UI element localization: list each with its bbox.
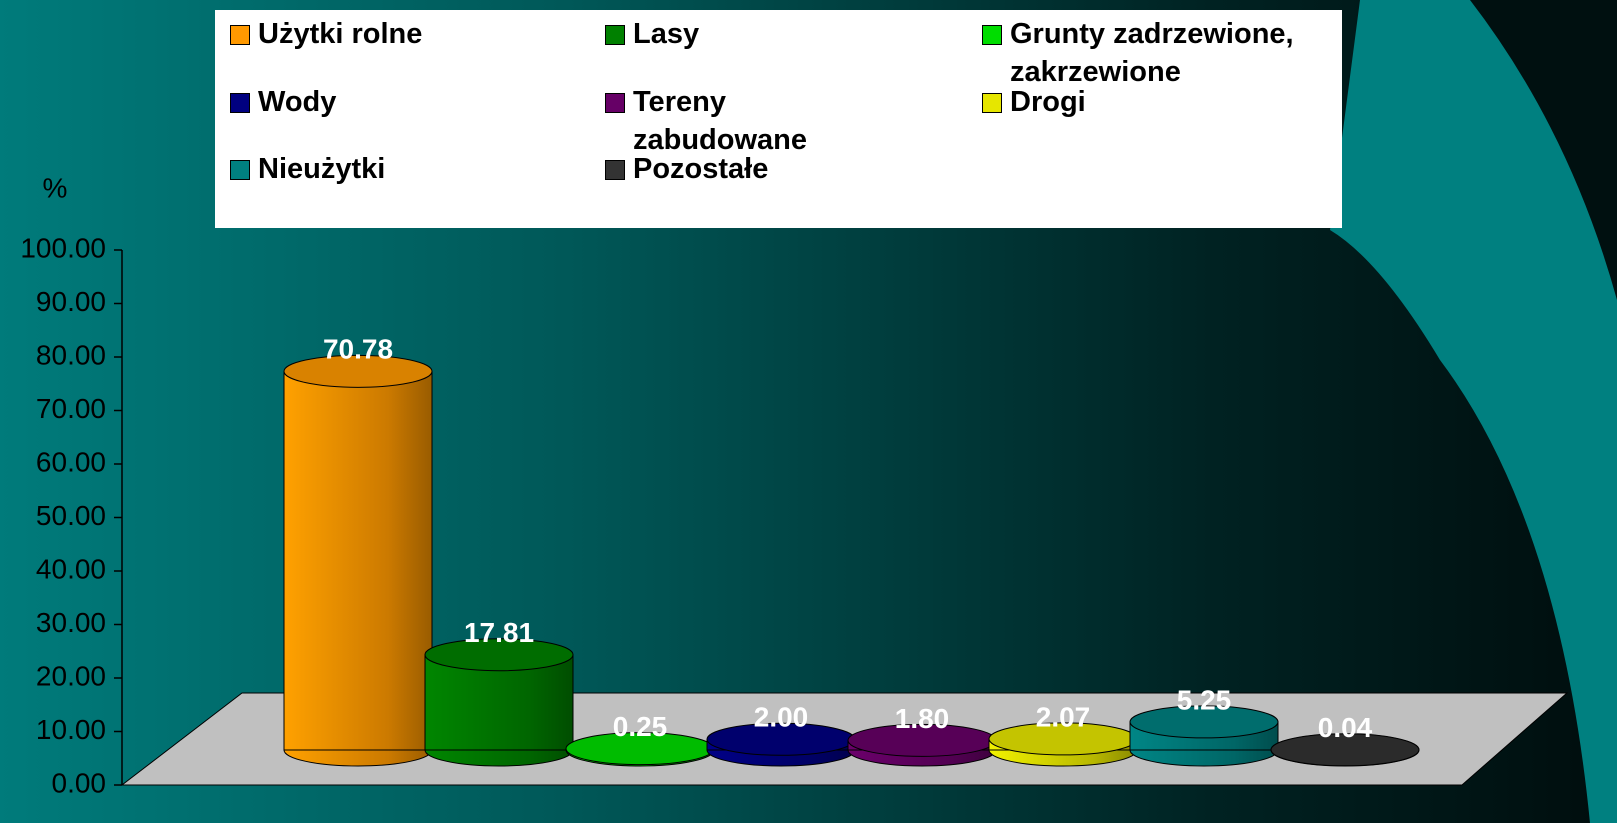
legend-item: Pozostałe (605, 150, 815, 188)
legend-swatch (230, 160, 250, 180)
bar-top (283, 354, 433, 388)
legend-item: Nieużytki (230, 150, 480, 188)
y-tick-label: 70.00 (36, 393, 106, 424)
background-band (1330, 0, 1617, 823)
value-label: 0.04 (1318, 712, 1373, 743)
value-label: 5.25 (1177, 684, 1232, 715)
legend-label: Grunty zadrzewione, zakrzewione (1010, 18, 1294, 88)
legend-swatch (982, 25, 1002, 45)
y-tick-label: 80.00 (36, 339, 106, 370)
y-tick-label: 50.00 (36, 500, 106, 531)
legend-item: Lasy (605, 15, 815, 53)
legend-item: Wody (230, 83, 480, 121)
legend-swatch (982, 93, 1002, 113)
value-label: 2.07 (1036, 701, 1091, 732)
legend-swatch (605, 160, 625, 180)
bar-top (1270, 733, 1420, 767)
value-label: 1.80 (895, 703, 950, 734)
legend-item: Drogi (982, 83, 1332, 121)
legend-label: Tereny zabudowane (633, 86, 808, 156)
value-label: 2.00 (754, 702, 809, 733)
value-label: 70.78 (323, 334, 393, 365)
background-corner (1470, 0, 1617, 300)
y-axis-label: % (43, 172, 68, 203)
y-tick-label: 100.00 (20, 232, 106, 263)
y-tick-label: 90.00 (36, 286, 106, 317)
value-label: 0.25 (613, 711, 668, 742)
y-tick-label: 40.00 (36, 553, 106, 584)
legend-item: Tereny zabudowane (605, 83, 815, 159)
legend-label: Wody (258, 86, 337, 118)
y-tick-label: 10.00 (36, 714, 106, 745)
y-tick-label: 30.00 (36, 607, 106, 638)
legend-label: Lasy (633, 18, 700, 50)
y-tick-label: 60.00 (36, 446, 106, 477)
legend-label: Pozostałe (633, 153, 769, 185)
legend-label: Nieużytki (258, 153, 386, 185)
legend-item: Grunty zadrzewione, zakrzewione (982, 15, 1332, 91)
legend-label: Drogi (1010, 86, 1086, 118)
legend-label: Użytki rolne (258, 18, 423, 50)
legend-item: Użytki rolne (230, 15, 480, 53)
legend-swatch (230, 25, 250, 45)
legend-swatch (230, 93, 250, 113)
bar-top (424, 638, 574, 672)
bar (283, 370, 433, 751)
y-tick-label: 0.00 (52, 767, 107, 798)
legend-swatch (605, 93, 625, 113)
bar-top (1129, 705, 1279, 739)
y-tick-label: 20.00 (36, 660, 106, 691)
value-label: 17.81 (464, 617, 534, 648)
legend-swatch (605, 25, 625, 45)
legend: Użytki rolne Lasy Grunty zadrzewione, zakr… (215, 10, 1342, 228)
